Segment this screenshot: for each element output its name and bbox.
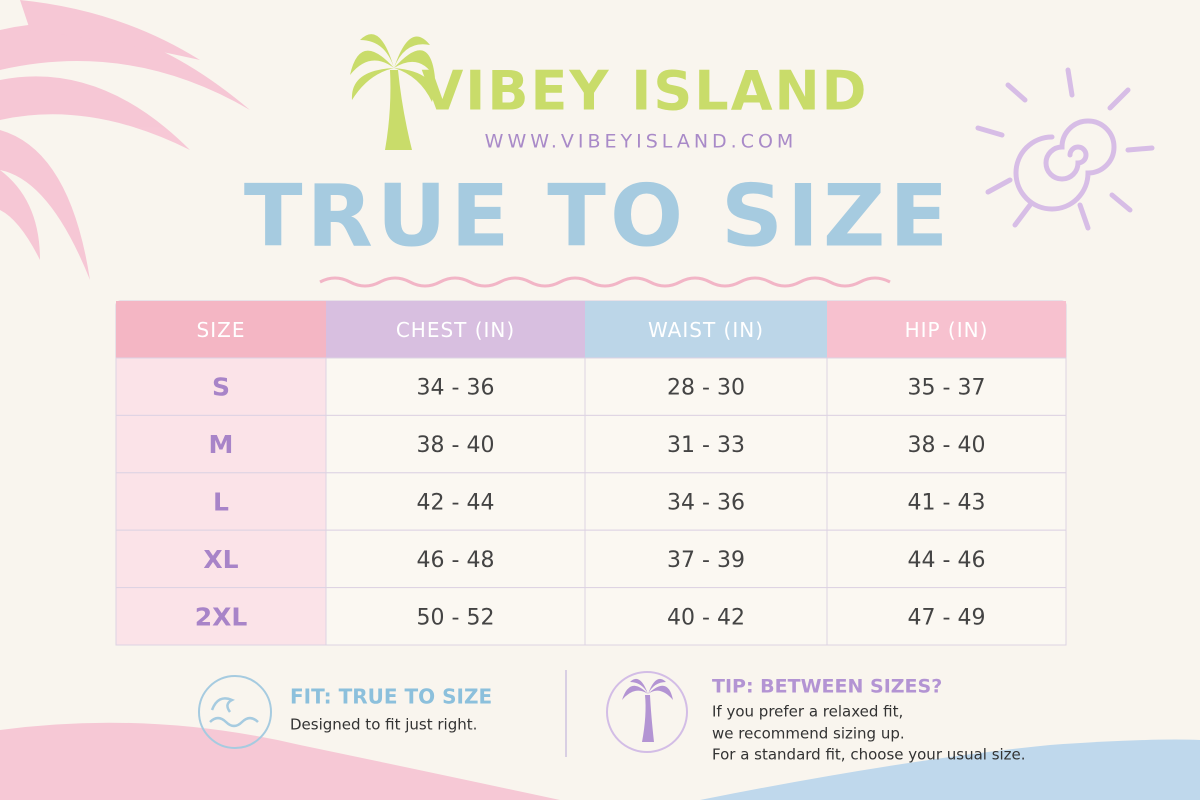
sun-decor: [975, 67, 1155, 231]
value-cell: [826, 357, 1067, 416]
measurement: 50 - 52: [417, 605, 495, 630]
header-label: SIZE: [197, 318, 246, 342]
tip-line: For a standard fit, choose your usual si…: [712, 746, 1026, 764]
size-table: SIZE CHEST (IN) WAIST (IN) HIP (IN) S 34 - 36…: [115, 300, 1067, 646]
wavy-divider: [319, 276, 891, 288]
palm-icon-symbol: [622, 678, 673, 742]
palm-icon: [606, 671, 688, 753]
header-label: CHEST (IN): [396, 318, 515, 342]
value-cell: [826, 529, 1067, 589]
value-cell: [584, 587, 828, 646]
measurement: 28 - 30: [667, 376, 745, 401]
header-label: WAIST (IN): [648, 318, 764, 342]
measurement: 34 - 36: [667, 491, 745, 516]
measurement: 41 - 43: [908, 491, 986, 516]
wave-icon: [198, 675, 272, 749]
size-cell: [115, 472, 327, 531]
header-cell: [326, 301, 585, 358]
tip-title: TIP: BETWEEN SIZES?: [712, 676, 942, 698]
value-cell: [584, 529, 828, 589]
value-cell: [826, 472, 1067, 531]
header-label: HIP (IN): [905, 318, 989, 342]
measurement: 47 - 49: [908, 605, 986, 630]
header-cell: [827, 301, 1066, 358]
value-cell: [325, 529, 586, 589]
tip-line: we recommend sizing up.: [712, 725, 905, 743]
brand-name: VIBEY ISLAND: [421, 60, 868, 123]
palm-leaf-decor: [0, 0, 250, 280]
value-cell: [325, 472, 586, 531]
size-label: M: [209, 430, 234, 459]
fit-title: FIT: TRUE TO SIZE: [290, 685, 492, 709]
value-cell: [325, 414, 586, 474]
measurement: 40 - 42: [667, 605, 745, 630]
size-cell: [115, 529, 327, 589]
value-cell: [826, 587, 1067, 646]
measurement: 46 - 48: [417, 548, 495, 573]
palm-tree-logo: [350, 34, 435, 150]
measurement: 42 - 44: [417, 491, 495, 516]
measurement: 35 - 37: [908, 376, 986, 401]
tip-line: If you prefer a relaxed fit,: [712, 703, 903, 721]
header-cell: [116, 301, 326, 358]
value-cell: [584, 414, 828, 474]
size-cell: [115, 357, 327, 416]
measurement: 38 - 40: [417, 433, 495, 458]
size-label: XL: [203, 545, 238, 574]
size-cell: [115, 414, 327, 474]
value-cell: [584, 472, 828, 531]
value-cell: [584, 357, 828, 416]
header-cell: [585, 301, 827, 358]
size-cell: [115, 587, 327, 646]
size-label: 2XL: [195, 602, 248, 631]
measurement: 31 - 33: [667, 433, 745, 458]
wave-decor: [700, 739, 1200, 800]
value-cell: [826, 414, 1067, 474]
size-label: L: [213, 488, 229, 517]
wave-icon-symbol: [209, 697, 259, 728]
page-title: TRUE TO SIZE: [244, 166, 952, 266]
brand-url: WWW.VIBEYISLAND.COM: [485, 131, 798, 153]
value-cell: [325, 587, 586, 646]
measurement: 34 - 36: [417, 376, 495, 401]
measurement: 44 - 46: [908, 548, 986, 573]
size-label: S: [212, 373, 230, 402]
measurement: 38 - 40: [908, 433, 986, 458]
wave-decor: [0, 722, 560, 800]
fit-text: Designed to fit just right.: [290, 716, 477, 734]
measurement: 37 - 39: [667, 548, 745, 573]
